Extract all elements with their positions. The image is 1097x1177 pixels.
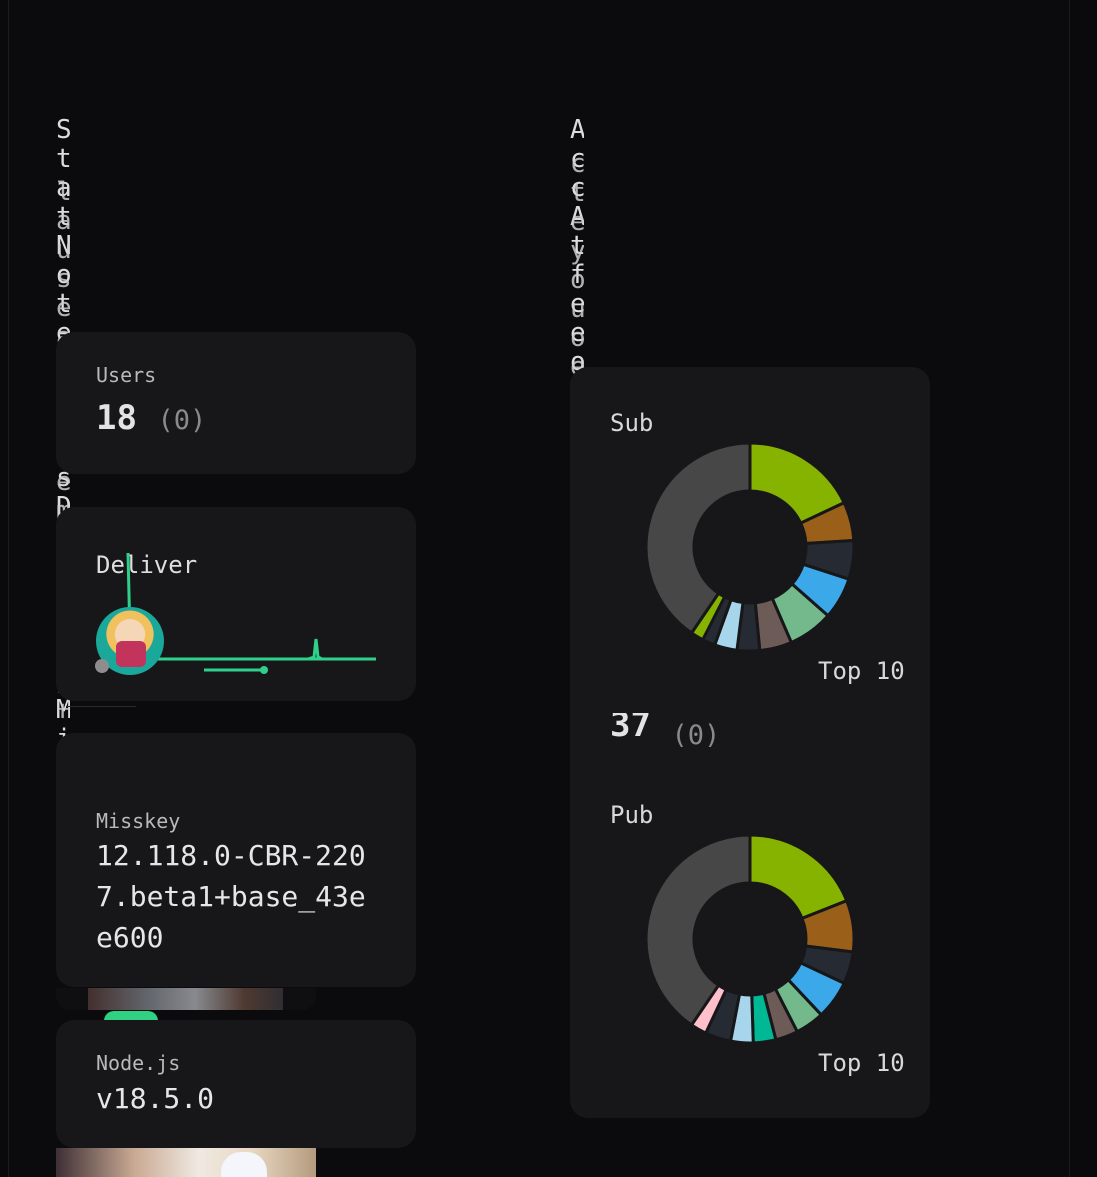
- pub-chart-title: Pub: [610, 801, 654, 829]
- nodejs-card: Node.js v18.5.0: [56, 1020, 416, 1148]
- users-count-delta: (0): [157, 405, 207, 436]
- instances-count-value: 37: [610, 713, 651, 745]
- photo-strip-bottom: [56, 1148, 316, 1177]
- divider: [66, 706, 136, 707]
- pub-slice-10: [644, 833, 752, 1028]
- sub-slice-10: [644, 441, 752, 636]
- users-count-value: 18: [96, 398, 137, 438]
- deliver-label: Deliver: [96, 551, 198, 579]
- users-label: Users: [96, 363, 157, 387]
- pub-donut-chart: [644, 833, 856, 1045]
- deliver-card: Deliver: [56, 507, 416, 701]
- misskey-version: 12.118.0-CBR-2207.beta1+base_43ee600: [96, 839, 366, 954]
- strip-frame: [56, 988, 316, 1010]
- federation-card: Sub Top 10 37 (0) Pub Top 10: [570, 367, 930, 1118]
- online-status-dot: [95, 659, 109, 673]
- sub-chart-title: Sub: [610, 409, 654, 437]
- photo-strip-street: [88, 988, 283, 1010]
- users-card: Users 18 (0): [56, 332, 416, 474]
- vertical-heading-right: AccAtfeeou: [570, 116, 584, 378]
- misskey-label: Misskey: [96, 809, 181, 833]
- sub-donut-chart: [644, 441, 856, 653]
- pub-top-label: Top 10: [818, 1049, 905, 1077]
- instances-count: 37 (0): [610, 713, 720, 747]
- vertical-heading-right-overlay: cteyouoe: [570, 150, 584, 380]
- users-count: 18 (0): [96, 398, 206, 438]
- instances-count-delta: (0): [671, 720, 721, 747]
- sub-top-label: Top 10: [818, 657, 905, 685]
- avatar-peek-green: [104, 1011, 158, 1021]
- misskey-card: Misskey 12.118.0-CBR-2207.beta1+base_43e…: [56, 733, 416, 987]
- nodejs-label: Node.js: [96, 1051, 181, 1075]
- nodejs-version: v18.5.0: [96, 1082, 215, 1115]
